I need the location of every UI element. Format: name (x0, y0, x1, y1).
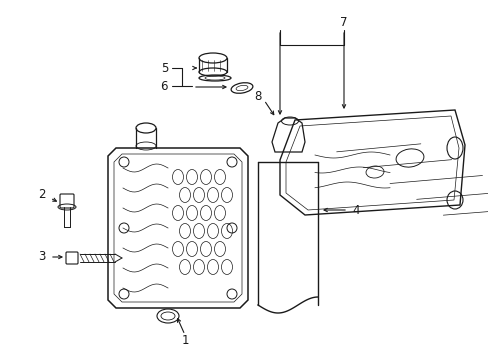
Text: 7: 7 (340, 15, 347, 28)
Text: 5: 5 (160, 62, 168, 75)
Text: 8: 8 (254, 90, 262, 103)
Text: 1: 1 (181, 333, 188, 346)
Text: 2: 2 (38, 189, 46, 202)
Text: 4: 4 (351, 203, 359, 216)
Text: 3: 3 (38, 249, 45, 262)
Text: 6: 6 (160, 80, 168, 93)
